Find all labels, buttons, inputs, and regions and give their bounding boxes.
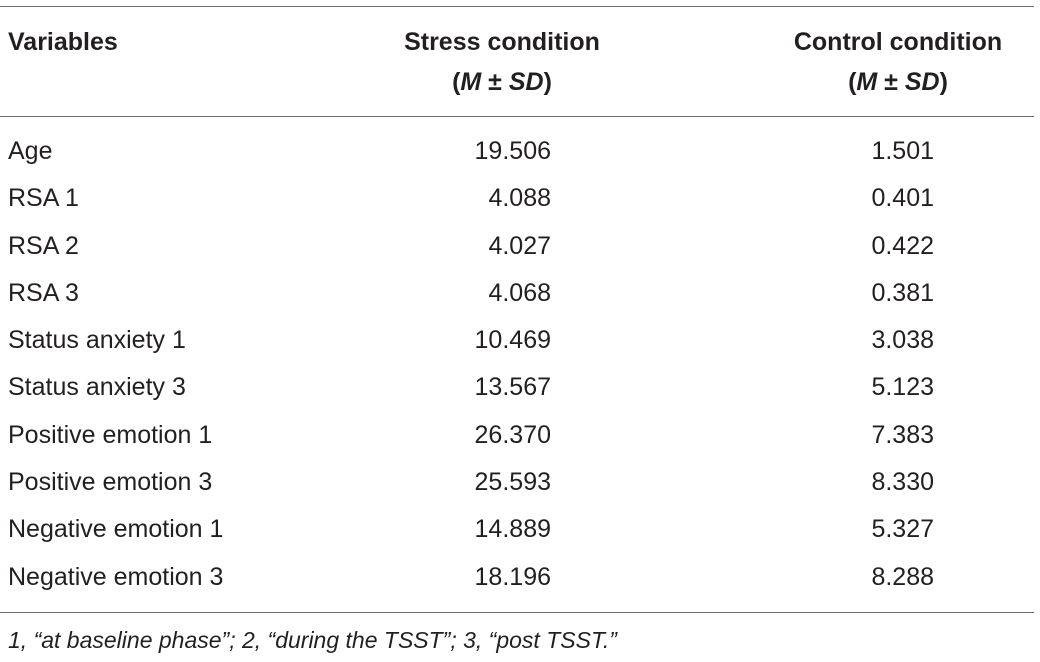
- cell-variable: Negative emotion 3: [8, 562, 224, 591]
- table-row: RSA 1 4.088 0.401: [0, 175, 1034, 222]
- cell-control: 5.327: [871, 515, 934, 544]
- cell-control: 0.401: [871, 184, 934, 213]
- cell-stress: 13.567: [474, 373, 551, 402]
- cell-control: 5.123: [871, 373, 934, 402]
- cell-stress: 4.027: [488, 231, 551, 260]
- header-control-condition: Control condition (M ± SD): [770, 22, 1026, 102]
- cell-control: 1.501: [871, 137, 934, 165]
- header-stress-title: Stress condition: [404, 28, 600, 56]
- cell-stress: 26.370: [474, 420, 551, 449]
- table-top-rule: [0, 6, 1034, 7]
- table-row: RSA 2 4.027 0.422: [0, 223, 1034, 270]
- header-control-stat: (M ± SD): [848, 68, 948, 96]
- cell-variable: RSA 2: [8, 231, 79, 260]
- table-row: Positive emotion 3 25.593 8.330: [0, 459, 1034, 506]
- cell-variable: Age: [8, 137, 53, 165]
- cell-control: 8.330: [871, 468, 934, 497]
- table-row: Status anxiety 1 10.469 3.038: [0, 317, 1034, 364]
- cell-variable: Negative emotion 1: [8, 515, 224, 544]
- cell-control: 0.422: [871, 231, 934, 260]
- table-header-rule: [0, 116, 1034, 117]
- cell-variable: Status anxiety 3: [8, 373, 186, 402]
- cell-stress: 14.889: [474, 515, 551, 544]
- cell-stress: 19.506: [474, 137, 551, 165]
- header-variables: Variables: [8, 28, 118, 56]
- table-row: Age 19.506 1.501: [0, 128, 1034, 175]
- cell-variable: RSA 1: [8, 184, 79, 213]
- header-stress-condition: Stress condition (M ± SD): [380, 22, 624, 102]
- table-row: Negative emotion 1 14.889 5.327: [0, 506, 1034, 553]
- table-row: Positive emotion 1 26.370 7.383: [0, 412, 1034, 459]
- cell-stress: 25.593: [474, 468, 551, 497]
- cell-stress: 10.469: [474, 326, 551, 355]
- table-row: Negative emotion 3 18.196 8.288: [0, 554, 1034, 601]
- cell-variable: Positive emotion 1: [8, 420, 213, 449]
- header-control-title: Control condition: [793, 28, 1003, 56]
- table-footnote: 1, “at baseline phase”; 2, “during the T…: [8, 627, 617, 653]
- cell-stress: 4.068: [488, 278, 551, 307]
- cell-variable: RSA 3: [8, 278, 79, 307]
- table-bottom-rule: [0, 612, 1034, 613]
- cell-stress: 18.196: [474, 562, 551, 591]
- cell-control: 7.383: [871, 420, 934, 449]
- cell-stress: 4.088: [488, 184, 551, 213]
- cell-control: 0.381: [871, 278, 934, 307]
- cell-variable: Status anxiety 1: [8, 326, 186, 355]
- table-row: Status anxiety 3 13.567 5.123: [0, 364, 1034, 411]
- cell-control: 8.288: [871, 562, 934, 591]
- cell-variable: Positive emotion 3: [8, 468, 213, 497]
- header-stress-stat: (M ± SD): [452, 68, 552, 96]
- table-row: RSA 3 4.068 0.381: [0, 270, 1034, 317]
- cell-control: 3.038: [871, 326, 934, 355]
- table-body: Age 19.506 1.501 RSA 1 4.088 0.401 RSA 2…: [0, 128, 1034, 601]
